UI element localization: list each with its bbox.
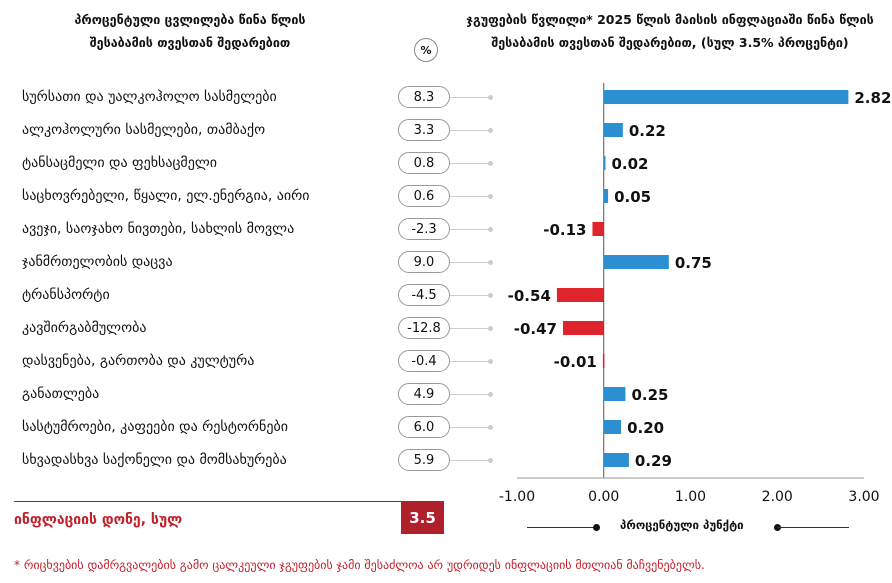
- bar: [603, 90, 849, 104]
- footnote: * რიცხვების დამრგვალების გამო ცალკეული ჯ…: [14, 558, 705, 572]
- bar-value-label: 0.22: [629, 122, 666, 140]
- row-connector: [450, 229, 492, 230]
- percent-badge: %: [414, 38, 438, 62]
- row-connector: [450, 295, 492, 296]
- x-axis-label: პროცენტული პუნქტი: [620, 518, 744, 532]
- pct-change-value: -4.5: [398, 284, 450, 306]
- category-label: სურსათი და უალკოჰოლო სასმელები: [22, 89, 277, 105]
- category-label: საცხოვრებელი, წყალი, ელ.ენერგია, აირი: [22, 188, 310, 204]
- bar: [603, 123, 623, 137]
- inflation-total-label: ინფლაციის დონე, სულ: [14, 512, 183, 528]
- bar: [603, 453, 629, 467]
- pct-change-value: 9.0: [398, 251, 450, 273]
- row-connector: [450, 196, 492, 197]
- bar: [603, 255, 669, 269]
- bar-value-label: 0.20: [627, 419, 664, 437]
- bar-value-label: 0.05: [614, 188, 651, 206]
- row-connector-dot: [488, 260, 493, 265]
- category-label: სხვადასხვა საქონელი და მომსახურება: [22, 452, 287, 468]
- bar-value-label: 0.25: [631, 386, 668, 404]
- x-tick-label: 2.00: [762, 489, 793, 505]
- row-connector-dot: [488, 326, 493, 331]
- pct-change-value: 5.9: [398, 449, 450, 471]
- x-tick-label: -1.00: [499, 489, 535, 505]
- bar-value-label: -0.13: [543, 221, 586, 239]
- x-tick-label: 1.00: [675, 489, 706, 505]
- bar-value-label: 0.75: [675, 254, 712, 272]
- pct-change-value: 6.0: [398, 416, 450, 438]
- bar-value-label: -0.01: [554, 353, 597, 371]
- bar: [603, 387, 626, 401]
- row-connector: [450, 163, 492, 164]
- row-connector-dot: [488, 194, 493, 199]
- left-header-line-2: შესაბამის თვესთან შედარებით: [89, 35, 291, 50]
- category-label: განათლება: [22, 386, 100, 402]
- row-connector: [450, 262, 492, 263]
- right-header-line-1: ჯგუფების წვლილი* 2025 წლის მაისის ინფლაც…: [466, 12, 874, 27]
- category-label: ავეჯი, საოჯახო ნივთები, სახლის მოვლა: [22, 221, 295, 237]
- bar: [603, 420, 622, 434]
- bar: [603, 189, 609, 203]
- pct-change-value: 3.3: [398, 119, 450, 141]
- bar-value-label: -0.47: [514, 320, 557, 338]
- row-connector: [450, 97, 492, 98]
- x-tick-label: 0.00: [588, 489, 619, 505]
- pct-change-value: -2.3: [398, 218, 450, 240]
- category-label: კავშირგაბმულობა: [22, 320, 147, 336]
- row-connector: [450, 361, 492, 362]
- inflation-total-value: 3.5: [401, 501, 444, 534]
- inflation-separator: [14, 501, 444, 502]
- row-connector-dot: [488, 128, 493, 133]
- row-connector-dot: [488, 359, 493, 364]
- legend-line-right: [777, 527, 849, 528]
- category-label: ტრანსპორტი: [22, 287, 110, 303]
- bar-value-label: -0.54: [508, 287, 551, 305]
- row-connector: [450, 328, 492, 329]
- row-connector-dot: [488, 293, 493, 298]
- category-label: სასტუმროები, კაფეები და რესტორნები: [22, 419, 288, 435]
- bar-value-label: 0.02: [611, 155, 648, 173]
- bar: [602, 354, 605, 368]
- category-label: დასვენება, გართობა და კულტურა: [22, 353, 255, 369]
- row-connector-dot: [488, 161, 493, 166]
- legend-dot-left: [593, 524, 600, 531]
- row-connector-dot: [488, 95, 493, 100]
- left-header: პროცენტული ცვლილება წინა წლის შესაბამის …: [20, 8, 360, 54]
- row-connector: [450, 427, 492, 428]
- pct-change-value: 8.3: [398, 86, 450, 108]
- row-connector-dot: [488, 227, 493, 232]
- pct-change-value: 4.9: [398, 383, 450, 405]
- bar: [562, 321, 604, 335]
- row-connector: [450, 460, 492, 461]
- row-connector: [450, 394, 492, 395]
- row-connector-dot: [488, 425, 493, 430]
- pct-change-value: 0.8: [398, 152, 450, 174]
- x-tick-label: 3.00: [848, 489, 879, 505]
- row-connector-dot: [488, 392, 493, 397]
- bar: [592, 222, 604, 236]
- pct-change-value: -12.8: [398, 317, 450, 339]
- right-header-line-2: შესაბამის თვესთან შედარებით, (სულ 3.5% პ…: [491, 35, 849, 50]
- bar: [603, 156, 606, 170]
- bar-value-label: 2.82: [854, 89, 891, 107]
- bar: [556, 288, 604, 302]
- pct-change-value: 0.6: [398, 185, 450, 207]
- left-header-line-1: პროცენტული ცვლილება წინა წლის: [74, 12, 306, 27]
- legend-line-left: [527, 527, 597, 528]
- row-connector-dot: [488, 458, 493, 463]
- bar-value-label: 0.29: [635, 452, 672, 470]
- category-label: ალკოჰოლური სასმელები, თამბაქო: [22, 122, 266, 138]
- category-label: ტანსაცმელი და ფეხსაცმელი: [22, 155, 218, 171]
- pct-change-value: -0.4: [398, 350, 450, 372]
- row-connector: [450, 130, 492, 131]
- category-label: ჯანმრთელობის დაცვა: [22, 254, 173, 270]
- right-header: ჯგუფების წვლილი* 2025 წლის მაისის ინფლაც…: [448, 8, 892, 54]
